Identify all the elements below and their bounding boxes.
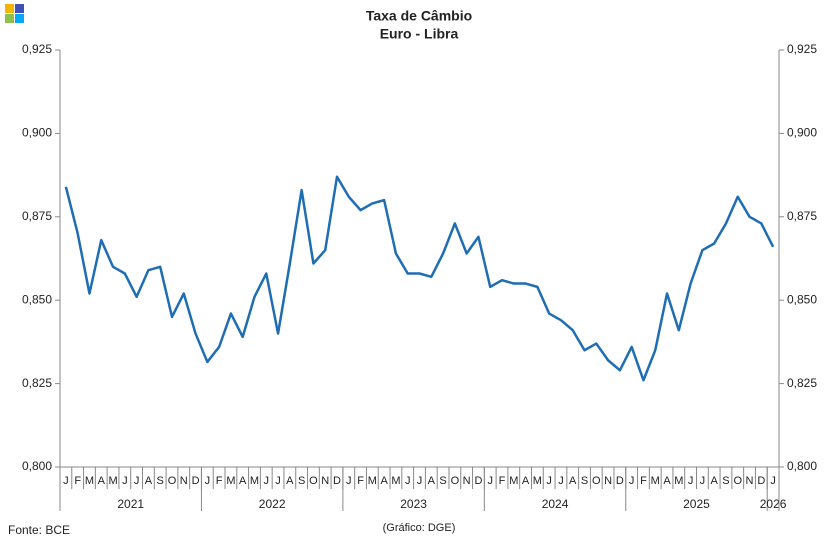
x-tick-label: A <box>711 475 719 487</box>
x-tick-label: O <box>592 475 601 487</box>
x-tick-label: J <box>770 475 776 487</box>
x-tick-label: M <box>250 475 259 487</box>
x-tick-label: J <box>546 475 552 487</box>
x-tick-label: D <box>616 475 624 487</box>
year-label: 2024 <box>542 497 569 511</box>
year-label: 2021 <box>117 497 144 511</box>
x-tick-label: S <box>439 475 446 487</box>
x-tick-label: J <box>134 475 140 487</box>
x-tick-label: F <box>216 475 223 487</box>
y-tick-label: 0,850 <box>22 292 52 306</box>
y-tick-label: 0,875 <box>22 209 52 223</box>
x-tick-label: M <box>509 475 518 487</box>
x-tick-label: A <box>239 475 247 487</box>
x-tick-label: S <box>722 475 729 487</box>
y2-tick-label: 0,900 <box>787 126 817 140</box>
x-tick-label: F <box>499 475 506 487</box>
x-tick-label: J <box>405 475 411 487</box>
x-tick-label: M <box>226 475 235 487</box>
x-tick-label: J <box>122 475 128 487</box>
x-tick-label: O <box>309 475 318 487</box>
logo <box>5 4 14 13</box>
logo <box>15 4 24 13</box>
x-tick-label: D <box>757 475 765 487</box>
x-tick-label: J <box>688 475 694 487</box>
x-tick-label: N <box>746 475 754 487</box>
x-tick-label: N <box>463 475 471 487</box>
x-tick-label: D <box>333 475 341 487</box>
x-tick-label: A <box>286 475 294 487</box>
x-tick-label: M <box>368 475 377 487</box>
year-label: 2022 <box>259 497 286 511</box>
x-tick-label: M <box>391 475 400 487</box>
x-tick-label: J <box>275 475 281 487</box>
source: Fonte: BCE <box>8 523 70 537</box>
x-tick-label: N <box>604 475 612 487</box>
x-tick-label: D <box>474 475 482 487</box>
x-tick-label: A <box>428 475 436 487</box>
y2-tick-label: 0,800 <box>787 459 817 473</box>
x-tick-label: A <box>98 475 106 487</box>
x-tick-label: F <box>640 475 647 487</box>
y-tick-label: 0,825 <box>22 376 52 390</box>
x-tick-label: A <box>380 475 388 487</box>
y-tick-label: 0,800 <box>22 459 52 473</box>
x-tick-label: O <box>168 475 177 487</box>
data-line <box>64 175 775 382</box>
x-tick-label: J <box>417 475 423 487</box>
y-tick-label: 0,900 <box>22 126 52 140</box>
x-tick-label: J <box>264 475 270 487</box>
y2-tick-label: 0,925 <box>787 42 817 56</box>
credit: (Gráfico: DGE) <box>383 522 456 534</box>
year-label: 2023 <box>400 497 427 511</box>
x-tick-label: J <box>629 475 635 487</box>
x-tick-label: M <box>651 475 660 487</box>
x-tick-label: A <box>522 475 530 487</box>
chart-subtitle: Euro - Libra <box>380 26 459 42</box>
x-tick-label: D <box>192 475 200 487</box>
x-tick-label: N <box>180 475 188 487</box>
x-tick-label: M <box>533 475 542 487</box>
x-tick-label: A <box>663 475 671 487</box>
x-tick-label: A <box>569 475 577 487</box>
x-tick-label: S <box>298 475 305 487</box>
year-label: 2025 <box>683 497 710 511</box>
x-tick-label: M <box>674 475 683 487</box>
x-tick-label: O <box>451 475 460 487</box>
chart-title: Taxa de Câmbio <box>366 8 472 24</box>
logo <box>5 14 14 23</box>
x-tick-label: M <box>85 475 94 487</box>
x-tick-label: O <box>733 475 742 487</box>
x-tick-label: F <box>357 475 364 487</box>
x-tick-label: A <box>145 475 153 487</box>
x-tick-label: J <box>63 475 69 487</box>
x-tick-label: S <box>157 475 164 487</box>
x-tick-label: J <box>700 475 706 487</box>
y2-tick-label: 0,850 <box>787 292 817 306</box>
x-tick-label: J <box>558 475 564 487</box>
x-tick-label: F <box>74 475 81 487</box>
x-tick-label: J <box>346 475 352 487</box>
x-tick-label: N <box>321 475 329 487</box>
year-label: 2026 <box>760 497 787 511</box>
x-tick-label: M <box>108 475 117 487</box>
logo <box>15 14 24 23</box>
x-tick-label: J <box>487 475 493 487</box>
y2-tick-label: 0,825 <box>787 376 817 390</box>
y2-tick-label: 0,875 <box>787 209 817 223</box>
x-tick-label: J <box>205 475 211 487</box>
y-tick-label: 0,925 <box>22 42 52 56</box>
x-tick-label: S <box>581 475 588 487</box>
